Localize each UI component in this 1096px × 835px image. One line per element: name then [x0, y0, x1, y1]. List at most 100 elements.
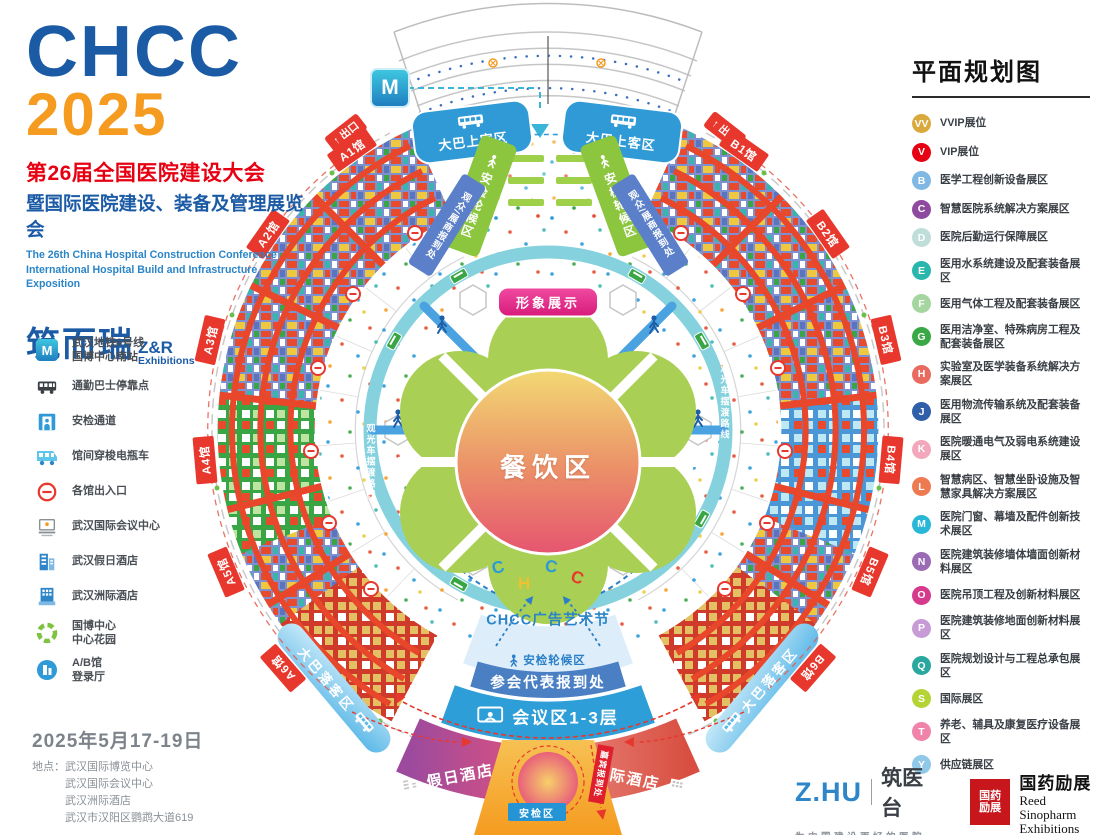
- legend-item-f: F 医用气体工程及配套装备展区: [912, 294, 1090, 314]
- badge-k: K: [912, 439, 931, 459]
- organizer-abbr: Z&R: [138, 337, 173, 357]
- conference-zone-bands: [441, 614, 655, 742]
- security-wait-bottom-label: 安检轮候区: [508, 652, 586, 668]
- badge-s: S: [912, 689, 931, 709]
- bus-drop-left: 大巴落客区: [294, 643, 378, 738]
- badge-o: O: [912, 585, 931, 605]
- zhu-tagline: 为中国建设更好的医院: [795, 829, 928, 835]
- intercontinental-icon: [34, 584, 60, 610]
- legend-row-garden: 国博中心 中心花园: [34, 619, 160, 648]
- badge-vv: VV: [912, 114, 931, 133]
- badge-b: B: [912, 171, 931, 190]
- security-wait-band-left: 安检轮候区: [441, 134, 519, 258]
- art-letter-c3: C: [568, 566, 587, 589]
- person-icon: [600, 154, 610, 169]
- legend-item-vvip: VV VVIP展位: [912, 114, 1090, 133]
- dining-area-label: 餐饮区: [499, 452, 597, 483]
- garden-icon: [34, 620, 60, 646]
- venue-label: 地点：: [32, 761, 65, 773]
- hall-label-a5: A5馆: [207, 546, 245, 598]
- exhibition-halls: [215, 125, 881, 725]
- legend-item-e: E 医用水系统建设及配套装备展区: [912, 257, 1090, 285]
- badge-l: L: [912, 477, 931, 497]
- legend-item-j: J 医用物流传输系统及配套装备展区: [912, 398, 1090, 426]
- badge-n: N: [912, 552, 931, 572]
- venue-list: 武汉国际博览中心 武汉国际会议中心 武汉洲际酒店 武汉市汉阳区鹦鹉大道619: [65, 761, 194, 825]
- central-court: [398, 300, 698, 624]
- badge-t: T: [912, 722, 931, 742]
- badge-f: F: [912, 294, 931, 314]
- zhu-logo-block: Z.HU 筑医台 为中国建设更好的医院: [795, 762, 928, 835]
- shuttle-cart-icon: [34, 444, 60, 470]
- entrance-icon: [34, 479, 60, 505]
- hall-label-b4: B4馆: [878, 435, 904, 485]
- conference-zone-label: 会议区1-3层: [477, 704, 619, 729]
- art-letter-c1: C: [489, 556, 507, 579]
- legend-item-g: G 医用洁净室、特殊病房工程及配套装备展区: [912, 323, 1090, 351]
- badge-j: J: [912, 402, 931, 422]
- hotel-arc: [396, 718, 700, 835]
- security-gate-icon: [34, 409, 60, 435]
- organizer-name-en: Exhibitions: [138, 354, 195, 367]
- building-icon: [400, 777, 419, 795]
- badge-m: M: [912, 514, 931, 534]
- bus-drop-right: 大巴落客区: [718, 643, 802, 738]
- legend-row-holiday-inn: 武汉假日酒店: [34, 549, 160, 575]
- art-letter-h: H: [518, 574, 531, 593]
- badge-g: G: [912, 327, 931, 347]
- legend-item-k: K 医院暖通电气及弱电系统建设展区: [912, 435, 1090, 463]
- legend-item-m: M 医院门窗、幕墙及配件创新技术展区: [912, 510, 1090, 538]
- bus-icon: [457, 113, 484, 129]
- bus-icon: [610, 113, 637, 129]
- event-title-cn: 第26届全国医院建设大会: [26, 162, 266, 186]
- person-icon: [487, 154, 497, 169]
- legend-row-conference: 武汉国际会议中心: [34, 514, 160, 540]
- legend-item-d: D 医院后勤运行保障展区: [912, 228, 1090, 247]
- legend-item-c: C 智慧医院系统解决方案展区: [912, 199, 1090, 219]
- legend-row-bus: 通勤巴士停靠点: [34, 374, 160, 400]
- legend-row-intercontinental: 武汉洲际酒店: [34, 584, 160, 610]
- reed-logo-block: 国药励展 国药励展 Reed Sinopharm Exhibitions: [969, 769, 1096, 835]
- badge-q: Q: [912, 656, 931, 676]
- delegate-checkin-label: 参会代表报到处: [490, 675, 606, 692]
- badge-v: V: [912, 142, 931, 162]
- intercontinental-hotel-label: 洲际酒店: [591, 761, 688, 800]
- metro-station-badge: M: [370, 68, 410, 108]
- hall-label-b3: B3馆: [870, 314, 902, 366]
- reed-seal-icon: 国药励展: [969, 779, 1011, 826]
- art-festival-label: CHCC广告艺术节: [486, 612, 610, 629]
- security-zone-label: 安检区: [508, 803, 566, 821]
- dining-area-shape: [454, 368, 642, 556]
- lobby-icon: [34, 657, 60, 683]
- hall-label-b2: B2馆: [805, 208, 851, 260]
- legend-item-n: N 医院建筑装修墙体墙面创新材料展区: [912, 548, 1090, 576]
- legend-item-o: O 医院吊顶工程及创新材料展区: [912, 585, 1090, 605]
- brand-year: 2025: [26, 81, 168, 149]
- legend-row-entrance: 各馆出入口: [34, 479, 160, 505]
- shuttle-route-label-left: 观光车摆渡路线: [365, 423, 376, 501]
- transport-legend: M 武汉地铁6号线 国博中心南站 通勤巴士停靠点 安检通道 馆间穿梭电瓶车 各馆出…: [34, 336, 160, 685]
- legend-row-shuttle: 馆间穿梭电瓶车: [34, 444, 160, 470]
- art-letter-c2: C: [543, 556, 559, 577]
- hall-label-a4: A4馆: [192, 435, 218, 485]
- zhu-logo: Z.HU: [795, 776, 862, 807]
- commuter-bus-icon: [34, 374, 60, 400]
- brand-logo: CHCC: [26, 12, 242, 92]
- zhu-name: 筑医台: [881, 767, 924, 820]
- legend-item-q: Q 医院规划设计与工程总承包展区: [912, 652, 1090, 680]
- legend-item-h: H 实验室及医学装备系统解决方案展区: [912, 360, 1090, 388]
- badge-h: H: [912, 364, 931, 384]
- image-display-banner: 形象展示: [499, 288, 597, 316]
- holiday-inn-icon: [34, 549, 60, 575]
- legend-item-l: L 智慧病区、智慧坐卧设施及智慧家具解决方案展区: [912, 473, 1090, 501]
- divider: [871, 779, 873, 805]
- reed-name-en: Reed Sinopharm Exhibitions: [1019, 792, 1080, 835]
- holiday-hotel-label: 假日酒店: [398, 759, 495, 798]
- legend-item-b: B 医学工程创新设备展区: [912, 171, 1090, 190]
- event-dates: 2025年5月17-19日: [32, 731, 204, 752]
- event-title-en: The 26th China Hospital Construction Con…: [26, 249, 277, 290]
- security-wait-band-right: 安检轮候区: [578, 134, 656, 258]
